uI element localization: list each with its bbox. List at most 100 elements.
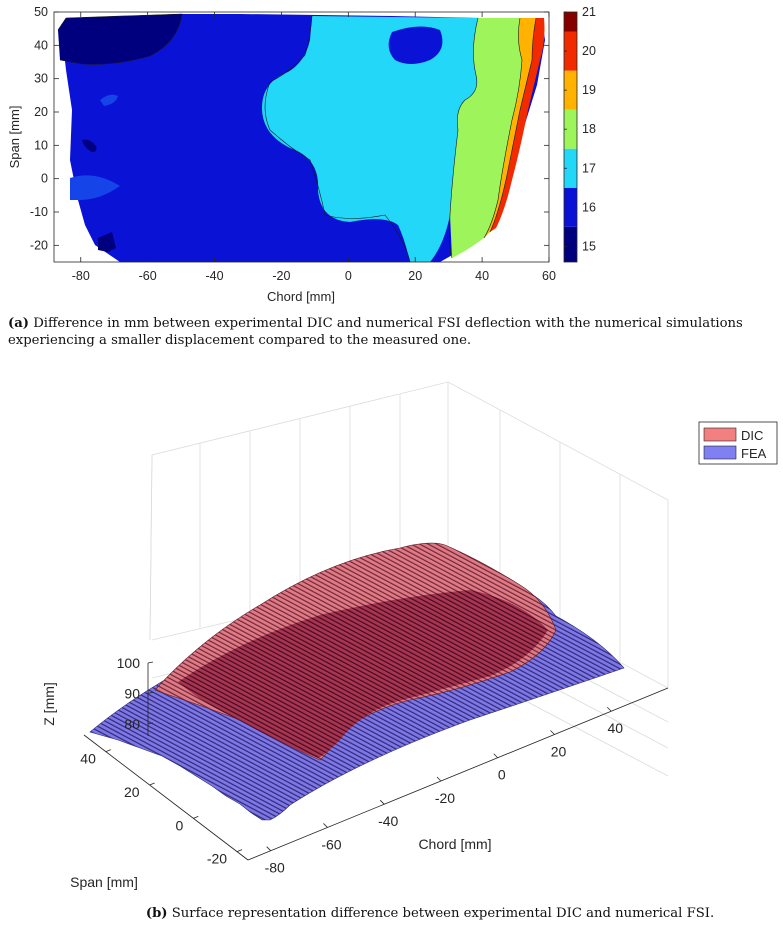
colorbar-band — [564, 187, 577, 227]
contour-region-16-light-2 — [70, 175, 120, 200]
colorbar-tick-label: 17 — [582, 161, 596, 175]
x-tick-label: 60 — [542, 269, 556, 283]
legend-label-dic: DIC — [741, 428, 763, 443]
contour-region-15 — [58, 14, 182, 65]
colorbar-box — [563, 11, 578, 263]
chord-axis-ticks: -80 -60 -40 -20 0 20 40 — [265, 706, 623, 876]
caption-a: (a) Difference in mm between experimenta… — [8, 315, 768, 349]
y-tick-label: 0 — [41, 172, 48, 186]
dic-surface-overlap — [178, 590, 548, 758]
contour-plot: -80 -60 -40 -20 0 20 40 60 -20 -10 0 10 20 30 40 50 Ch… — [7, 5, 596, 304]
chord-tick — [606, 706, 612, 712]
contour-line-20 — [489, 17, 537, 233]
span-axis-line — [83, 734, 249, 861]
chord-tick-label: -80 — [265, 860, 285, 876]
colorbar-band — [564, 226, 577, 262]
span-axis-label: Span [mm] — [70, 874, 138, 890]
plot-a-axes-box — [53, 11, 550, 263]
colorbar — [564, 12, 577, 262]
x-tick-label: -60 — [139, 269, 157, 283]
y-tick-label: -10 — [30, 205, 48, 219]
contour-region-15-small-1 — [82, 139, 97, 152]
z-tick-label: 90 — [124, 685, 140, 701]
y-tick-label: 40 — [34, 38, 48, 52]
contour-line-17 — [264, 15, 411, 262]
contour-line-15 — [57, 13, 183, 65]
colorbar-band — [564, 31, 577, 71]
chord-tick-label: 40 — [607, 720, 623, 736]
colorbar-band — [564, 12, 577, 32]
colorbar-band — [564, 109, 577, 149]
chord-tick-label: 0 — [498, 767, 506, 783]
y-tick-label: 20 — [34, 105, 48, 119]
x-tick-label: -40 — [206, 269, 224, 283]
chord-axis-line — [247, 687, 669, 861]
span-tick — [149, 782, 155, 786]
x-tick-label: 20 — [408, 269, 422, 283]
colorbar-band — [564, 70, 577, 110]
colorbar-tick-label: 16 — [582, 200, 596, 214]
span-tick-label: 20 — [124, 784, 140, 800]
y-tick-label: -20 — [30, 238, 48, 252]
legend-entry-fea: FEA — [703, 445, 767, 461]
chord-tick — [436, 776, 442, 782]
legend-swatch-dic — [703, 427, 737, 442]
z-tick — [147, 722, 154, 725]
z-tick — [147, 661, 154, 664]
contour-region-15-small-2 — [98, 232, 116, 252]
contour-region-16-inner — [388, 26, 443, 65]
colorbar-tick-label: 21 — [582, 5, 596, 19]
x-tick-label: -80 — [72, 269, 90, 283]
chord-tick-label: 20 — [551, 743, 567, 759]
chord-tick-label: -40 — [378, 813, 398, 829]
caption-b-text: Surface representation difference betwee… — [171, 906, 715, 921]
x-tick-label: 40 — [475, 269, 489, 283]
z-axis-label: Z [mm] — [41, 682, 57, 726]
caption-a-text: Difference in mm between experimental DI… — [8, 316, 743, 348]
legend-label-fea: FEA — [741, 446, 767, 461]
colorbar-tick-label: 19 — [582, 83, 596, 97]
contour-region-18 — [450, 18, 522, 258]
y-axis-label: Span [mm] — [7, 106, 22, 169]
span-tick — [105, 749, 112, 753]
colorbar-tick-label: 20 — [582, 44, 596, 58]
x-axis-ticks: -80 -60 -40 -20 0 20 40 60 — [72, 12, 556, 283]
span-tick-label: 40 — [80, 751, 96, 767]
colorbar-tick-label: 15 — [582, 239, 596, 253]
contour-lines — [57, 13, 537, 262]
contour-fill-group — [57, 13, 545, 262]
y-axis-ticks: -20 -10 0 10 20 30 40 50 — [30, 5, 549, 252]
caption-a-label: (a) — [8, 316, 30, 331]
contour-line-19 — [483, 17, 523, 239]
x-tick-label: 0 — [345, 269, 352, 283]
colorbar-band — [564, 148, 577, 188]
chord-tick-label: -60 — [321, 836, 341, 852]
chord-tick — [493, 753, 499, 759]
chord-axis-label: Chord [mm] — [418, 836, 491, 852]
colorbar-tick-label: 18 — [582, 122, 596, 136]
contour-region-17 — [262, 16, 478, 262]
chord-tick — [550, 730, 555, 735]
chord-tick — [379, 799, 385, 805]
colorbar-ticks: 15 16 17 18 19 20 21 — [564, 5, 596, 253]
y-tick-label: 30 — [34, 72, 48, 86]
surface-plot: 80 90 100 Z [mm] -20 0 20 40 Span [mm] -80 -60… — [41, 381, 778, 890]
legend: DIC FEA — [698, 421, 778, 465]
grid-line — [149, 454, 153, 641]
z-tick-label: 100 — [117, 655, 141, 671]
y-tick-label: 50 — [34, 5, 48, 19]
z-tick — [147, 692, 154, 694]
contour-line-18 — [449, 17, 479, 259]
y-tick-label: 10 — [34, 138, 48, 152]
chord-tick — [266, 846, 271, 851]
span-axis-ticks: -20 0 20 40 — [80, 749, 243, 867]
z-tick-label: 80 — [124, 716, 140, 732]
x-tick-label: -20 — [272, 269, 290, 283]
span-tick — [193, 815, 199, 819]
chord-tick — [323, 823, 328, 828]
caption-b: (b) Surface representation difference be… — [110, 905, 750, 922]
span-tick — [236, 849, 243, 853]
caption-b-label: (b) — [145, 906, 168, 921]
x-axis-label: Chord [mm] — [267, 289, 335, 304]
